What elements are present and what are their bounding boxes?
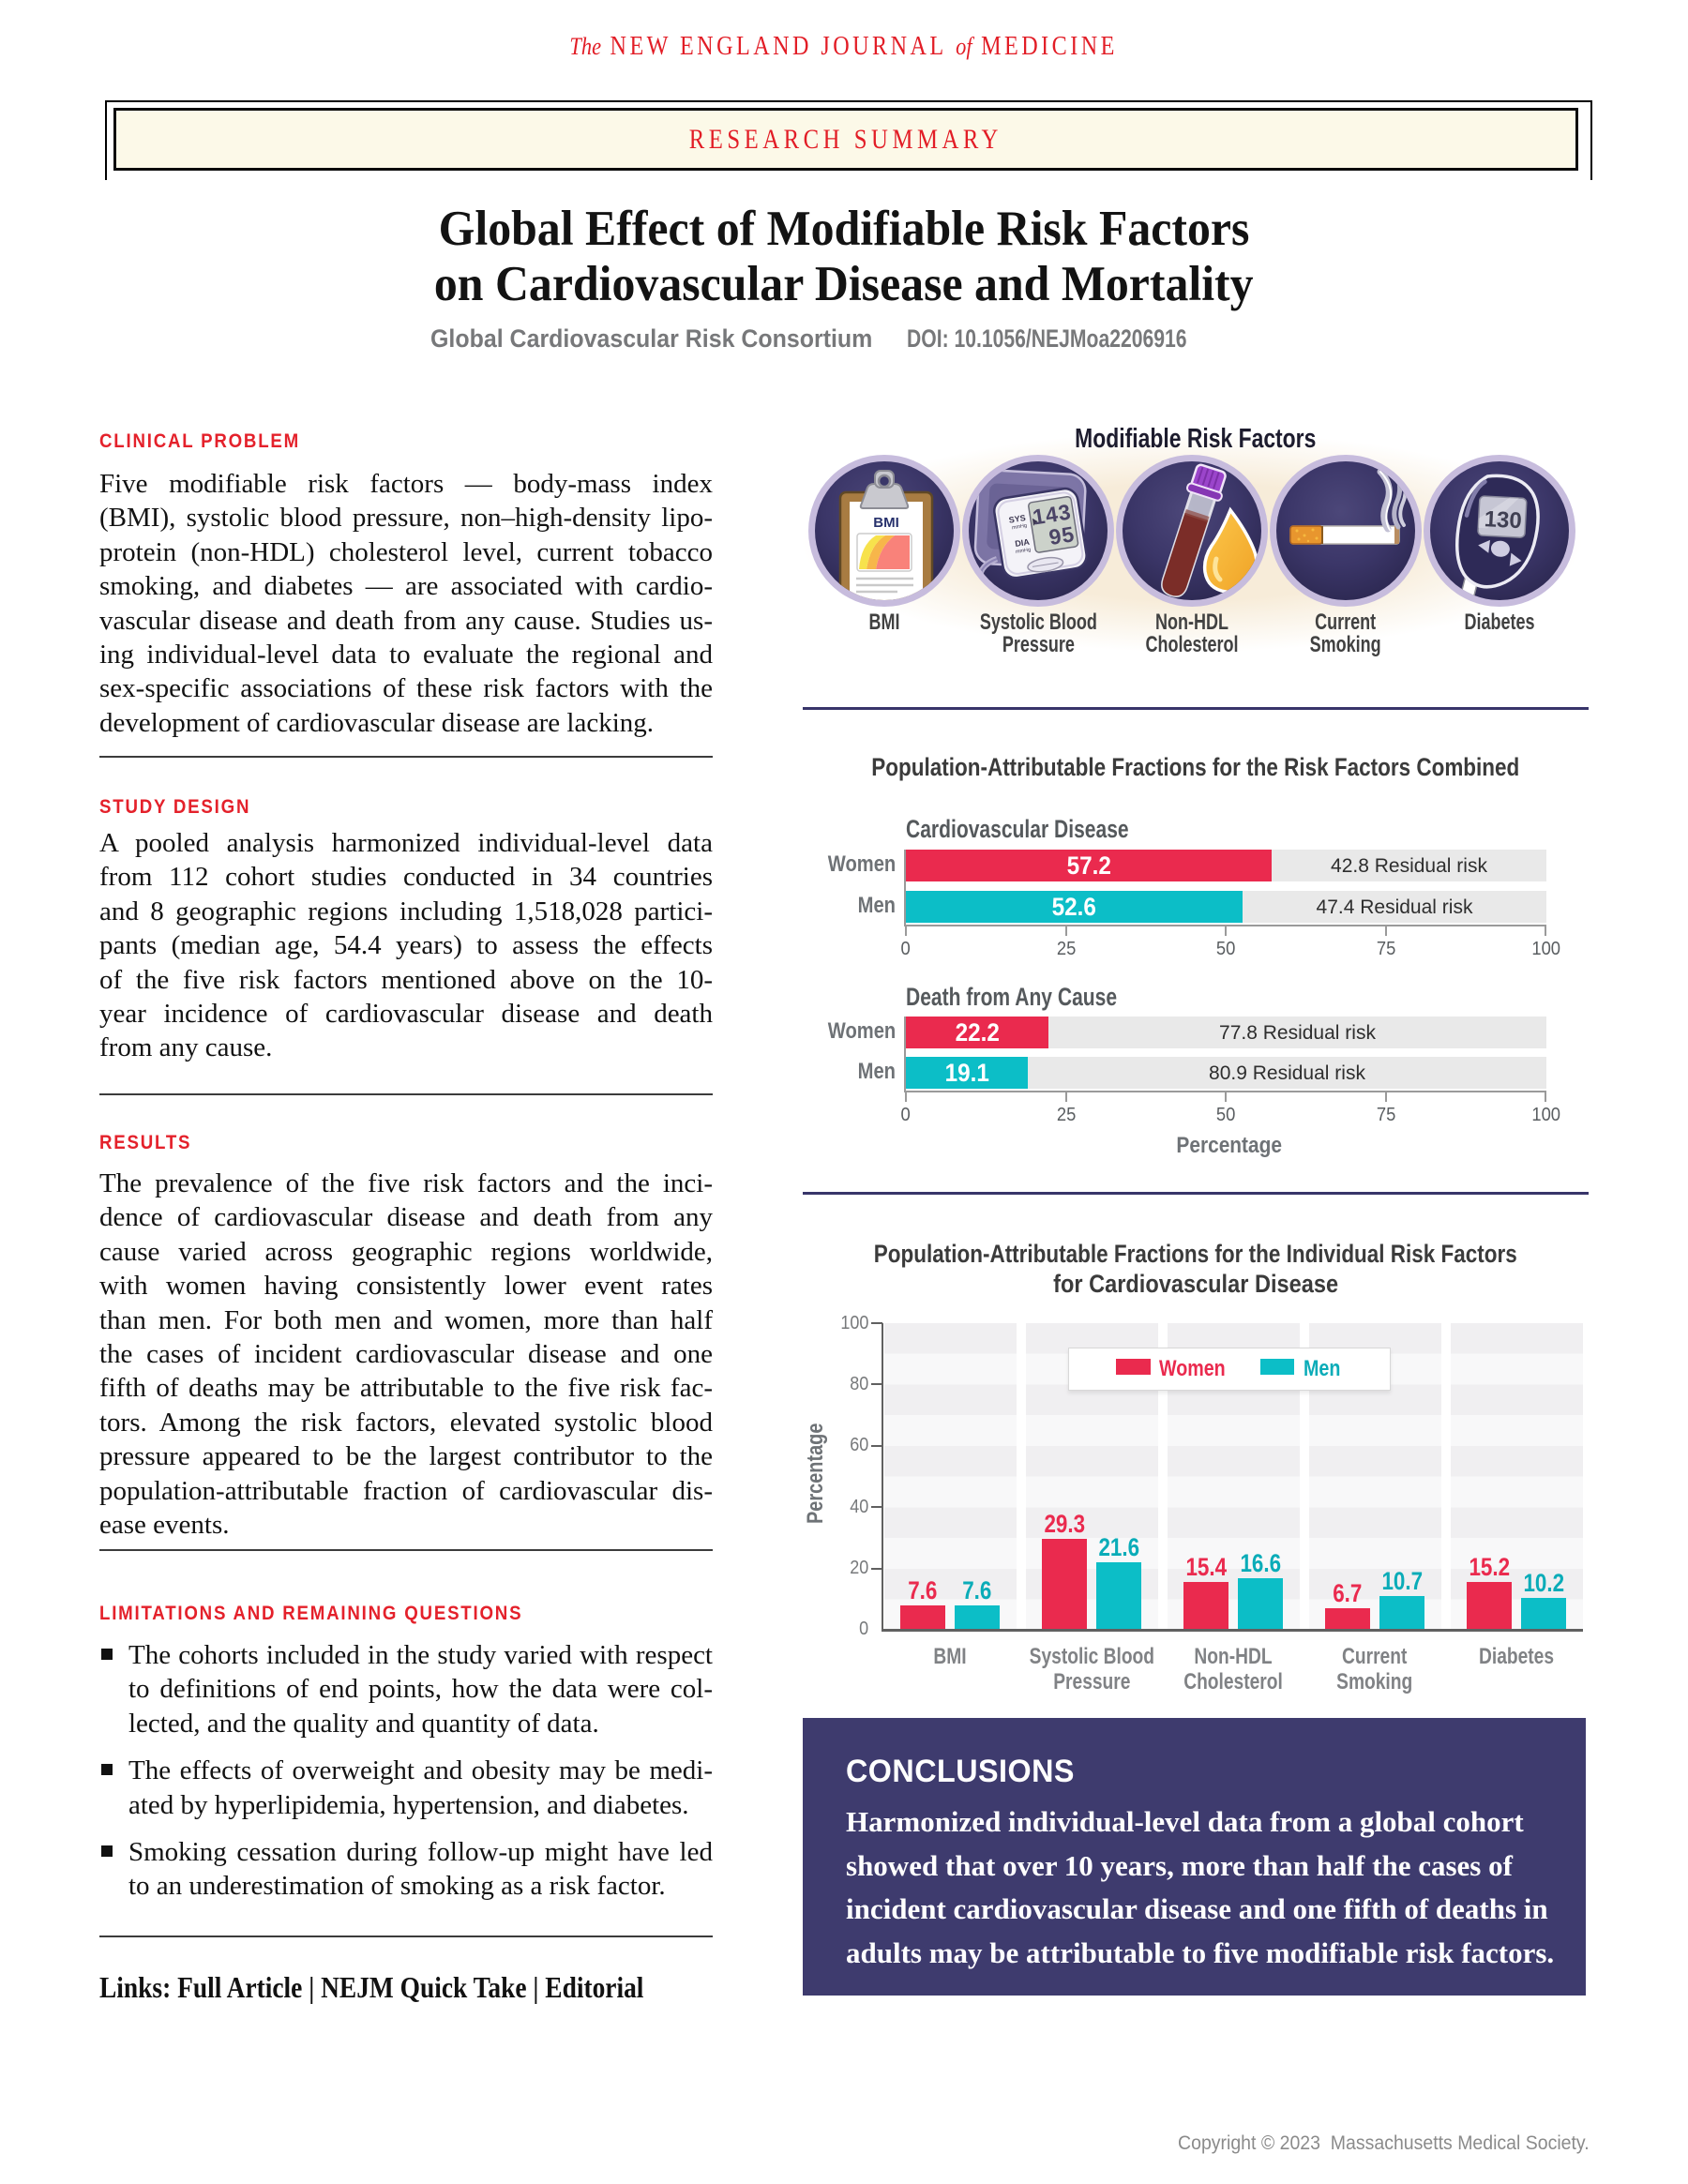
svg-text:mmHg: mmHg [1012, 523, 1028, 531]
svg-text:95: 95 [1047, 521, 1077, 550]
svg-text:mmHg: mmHg [1016, 548, 1032, 555]
svg-text:BMI: BMI [873, 515, 899, 531]
svg-text:143: 143 [1031, 499, 1073, 529]
svg-text:130: 130 [1484, 506, 1522, 534]
svg-text:SYS: SYS [1008, 513, 1026, 525]
svg-text:DIA: DIA [1015, 537, 1031, 549]
